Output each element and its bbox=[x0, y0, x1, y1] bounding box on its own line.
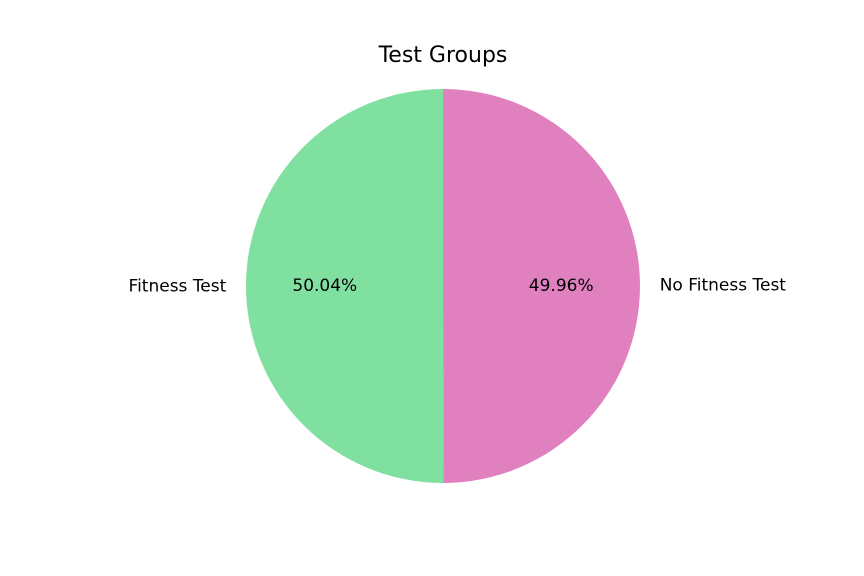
pie-slice-0 bbox=[245, 89, 444, 483]
pie-slice-pct-1: 49.96% bbox=[529, 276, 594, 296]
pie-slice-label-0: Fitness Test bbox=[129, 276, 227, 296]
pie-labels: Fitness Test 50.04% No Fitness Test 49.96% bbox=[129, 276, 787, 297]
pie-slice-1 bbox=[443, 89, 640, 483]
chart-title: Test Groups bbox=[378, 43, 508, 68]
pie-slice-label-1: No Fitness Test bbox=[660, 276, 787, 296]
pie-slices bbox=[245, 89, 640, 483]
pie-slice-pct-0: 50.04% bbox=[292, 276, 357, 296]
